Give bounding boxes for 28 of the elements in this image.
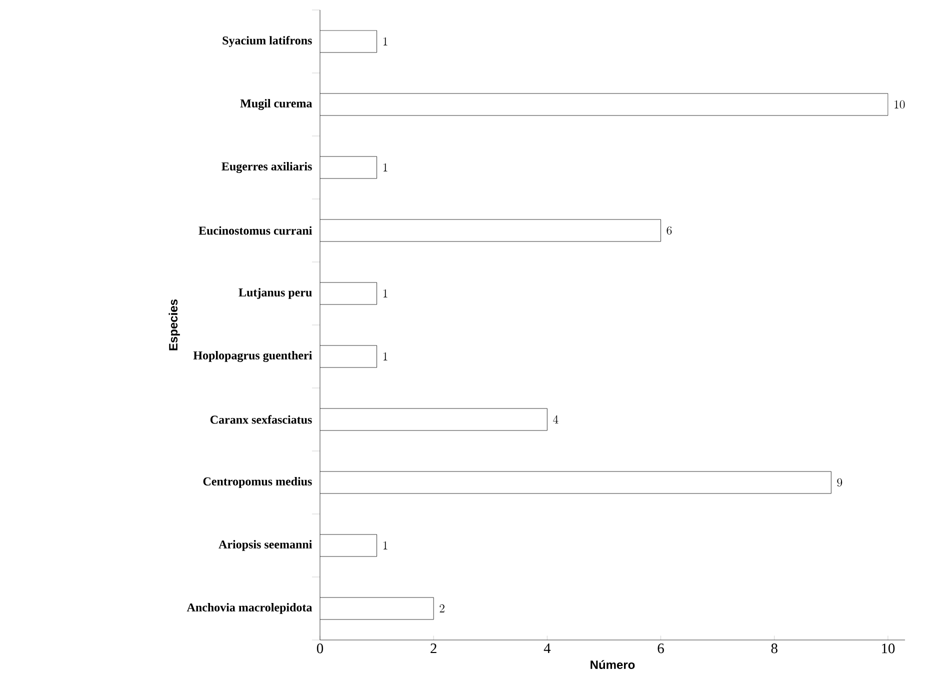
data-label: 2 xyxy=(440,604,444,612)
y-tick-label: Caranx sexfasciatus xyxy=(210,415,312,424)
y-tick-label: Syacium latifrons xyxy=(222,36,312,48)
data-label: 1 xyxy=(383,352,388,360)
data-label: 1 xyxy=(383,37,388,46)
data-label: 1 xyxy=(383,541,388,550)
data-label: 9 xyxy=(837,478,842,487)
y-tick-label: Lutjanus peru xyxy=(238,288,312,299)
data-label: 4 xyxy=(553,415,558,424)
x-tick-label: 2 xyxy=(430,644,436,654)
data-label: 1 xyxy=(383,289,388,298)
data-label: 10 xyxy=(894,100,905,109)
y-tick-label: Mugil curema xyxy=(240,99,312,110)
y-tick-label: Anchovia macrolepidota xyxy=(186,603,312,614)
y-tick-label: Ariopsis seemanni xyxy=(218,540,312,551)
data-label: 1 xyxy=(383,163,388,172)
y-axis-title: Especies xyxy=(168,299,180,350)
y-tick-label: Hoplopagrus guentheri xyxy=(193,350,312,362)
x-tick-label: 0 xyxy=(316,644,324,654)
x-axis-title: Número xyxy=(590,660,635,670)
y-tick-label: Eucinostomus currani xyxy=(198,226,312,235)
x-tick-label: 4 xyxy=(544,644,551,653)
x-tick-label: 10 xyxy=(882,644,895,654)
data-label: 6 xyxy=(666,226,672,235)
x-tick-label: 8 xyxy=(771,644,778,654)
y-tick-label: Eugerres axiliaris xyxy=(222,162,312,173)
y-tick-label: Centropomus medius xyxy=(203,477,312,488)
x-tick-label: 6 xyxy=(658,644,664,654)
